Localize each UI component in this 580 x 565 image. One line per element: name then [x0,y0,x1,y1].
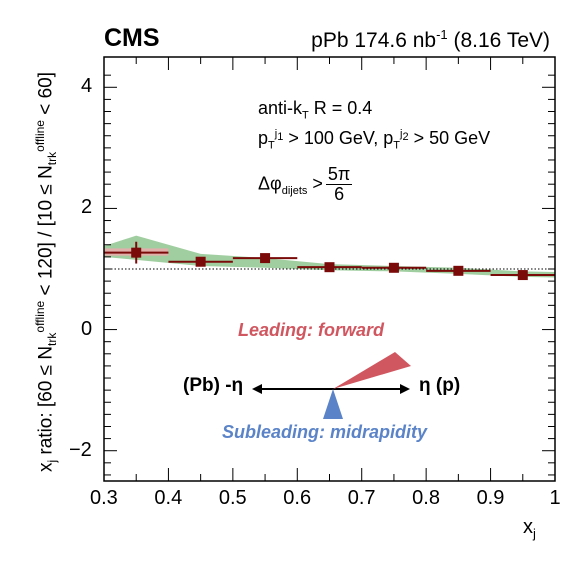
data-point [195,256,206,267]
data-point [517,270,528,281]
y-tick-label: 2 [81,196,93,219]
pb-direction-label: (Pb) -η [183,375,244,396]
x-tick-label: 0.3 [90,487,118,509]
leading-jet-cone [333,352,411,389]
data-point [453,265,464,276]
x-tick-label: 0.5 [218,487,247,509]
x-tick-label: 0.9 [476,487,505,509]
eta-arrow-left [252,384,262,394]
y-axis-label: xj ratio: [60 ≤ Ntrkoffline < 120] / [10… [32,71,60,473]
y-tick-label: −2 [69,438,92,461]
data-point [324,262,335,273]
x-tick-label: 0.8 [412,487,440,509]
jet-algorithm-label: anti-kT R = 0.4 [258,98,373,122]
proton-direction-label: η (p) [419,375,461,396]
y-tick-label: 4 [81,75,93,98]
subleading-jet-label: Subleading: midrapidity [222,422,428,442]
y-tick-label: 0 [81,317,93,340]
experiment-label: CMS [104,24,160,52]
eta-arrow-right [400,384,410,394]
subleading-jet-cone [323,389,343,419]
data-point [260,253,271,264]
data-point [388,262,399,273]
x-tick-label: 0.6 [283,487,312,509]
dphi-cut-label: Δφdijets >5π 6 [258,164,353,204]
pt-cut-label: pTj1 > 100 GeV, pTj2 > 50 GeV [258,128,491,152]
x-tick-label: 1 [549,487,561,509]
data-point [131,247,142,258]
x-tick-label: 0.7 [347,487,376,509]
leading-jet-label: Leading: forward [238,320,385,340]
luminosity-energy-label: pPb 174.6 nb-1 (8.16 TeV) [311,27,550,52]
x-axis-label: xj [523,516,536,541]
x-tick-label: 0.4 [154,487,183,509]
